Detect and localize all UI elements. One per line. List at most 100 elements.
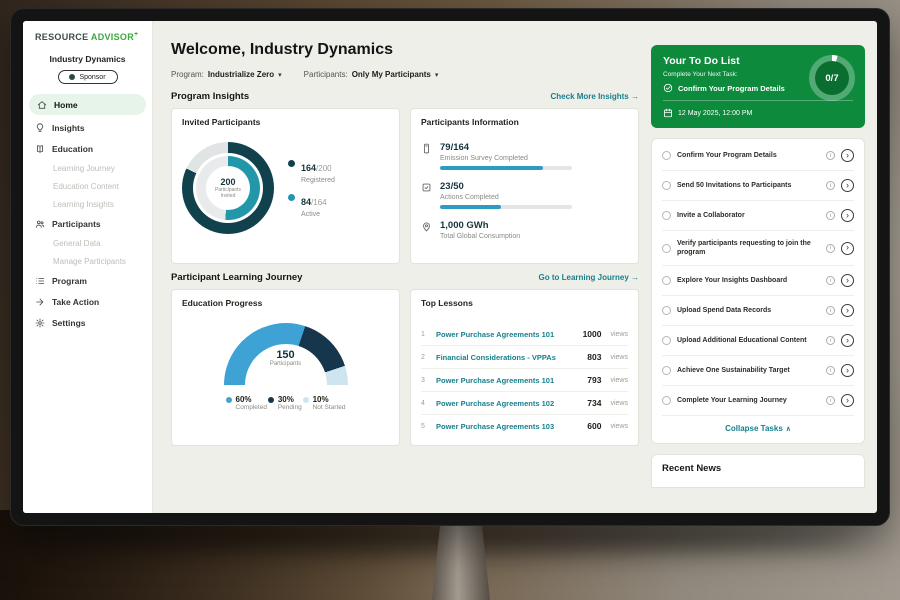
lesson-row[interactable]: 1 Power Purchase Agreements 101 1000 view…	[421, 323, 628, 346]
logo-plus: +	[134, 31, 139, 38]
todo-card: Your To Do List 0/7 Complete Your Next T…	[651, 45, 865, 128]
section-title: Program Insights	[171, 91, 250, 102]
sidebar-item-learning-journey[interactable]: Learning Journey	[53, 163, 115, 173]
todo-task-row[interactable]: Complete Your Learning Journey i ›	[662, 386, 854, 417]
sponsor-badge-icon	[69, 74, 76, 80]
info-icon[interactable]: i	[826, 306, 835, 316]
lesson-row[interactable]: 2 Financial Considerations - VPPAs 803 vi…	[421, 346, 628, 369]
org-name: Industry Dynamics	[49, 54, 126, 64]
top-lessons-card: Top Lessons 1 Power Purchase Agreements …	[410, 289, 639, 446]
checkbox-icon	[421, 182, 432, 193]
sidebar-item-label: Program	[52, 275, 87, 286]
todo-task-row[interactable]: Invite a Collaborator i ›	[662, 201, 854, 231]
check-more-insights-link[interactable]: Check More Insights →	[550, 92, 639, 101]
todo-task-row[interactable]: Send 50 Invitations to Participants i ›	[662, 171, 854, 201]
lesson-link[interactable]: Power Purchase Agreements 102	[436, 398, 555, 408]
program-filter-label: Program:	[171, 70, 204, 79]
chevron-right-icon[interactable]: ›	[841, 209, 854, 222]
home-icon	[37, 100, 47, 110]
sidebar-item-settings[interactable]: Settings	[23, 312, 152, 333]
chevron-right-icon[interactable]: ›	[841, 149, 854, 162]
info-icon[interactable]: i	[826, 151, 835, 160]
chevron-right-icon[interactable]: ›	[841, 364, 854, 378]
chevron-right-icon[interactable]: ›	[841, 394, 854, 408]
info-icon[interactable]: i	[826, 276, 835, 286]
education-progress-card: Education Progress 150 Participants	[171, 289, 400, 446]
task-checkbox[interactable]	[662, 396, 671, 406]
go-to-learning-journey-link[interactable]: Go to Learning Journey →	[538, 273, 639, 282]
card-title: Participants Information	[421, 117, 519, 127]
program-filter[interactable]: Program: Industrialize Zero ▾	[171, 70, 282, 79]
sidebar: RESOURCE ADVISOR+ Industry Dynamics Spon…	[23, 21, 153, 513]
lesson-row[interactable]: 3 Power Purchase Agreements 101 793 views	[421, 369, 628, 392]
chevron-right-icon[interactable]: ›	[841, 334, 854, 348]
chevron-right-icon[interactable]: ›	[841, 274, 854, 288]
sidebar-item-insights[interactable]: Insights	[23, 117, 152, 138]
task-checkbox[interactable]	[662, 181, 671, 190]
chevron-right-icon[interactable]: ›	[841, 179, 854, 192]
sidebar-item-take-action[interactable]: Take Action	[23, 291, 152, 312]
sidebar-item-label: Education	[52, 143, 94, 154]
sidebar-item-education[interactable]: Education	[23, 138, 152, 159]
info-icon[interactable]: i	[826, 211, 835, 220]
lesson-row[interactable]: 4 Power Purchase Agreements 102 734 views	[421, 392, 628, 415]
gear-icon	[35, 318, 45, 328]
info-icon[interactable]: i	[826, 181, 835, 190]
todo-title: Your To Do List	[663, 55, 740, 67]
sponsor-badge-label: Sponsor	[79, 73, 106, 81]
todo-task-row[interactable]: Upload Spend Data Records i ›	[662, 296, 854, 327]
todo-task-row[interactable]: Confirm Your Program Details i ›	[662, 141, 854, 171]
todo-task-row[interactable]: Achieve One Sustainability Target i ›	[662, 356, 854, 387]
info-icon[interactable]: i	[826, 396, 835, 406]
lesson-link[interactable]: Power Purchase Agreements 101	[436, 329, 555, 339]
lesson-row[interactable]: 5 Power Purchase Agreements 103 600 views	[421, 421, 628, 431]
logo-primary: RESOURCE	[35, 32, 89, 42]
lesson-link[interactable]: Power Purchase Agreements 101	[436, 375, 555, 385]
legend-dot	[302, 397, 309, 403]
legend-dot	[267, 397, 274, 403]
donut-center-label: Participants Invited	[214, 187, 242, 199]
info-icon[interactable]: i	[826, 243, 835, 253]
participants-filter[interactable]: Participants: Only My Participants ▾	[304, 70, 439, 79]
survey-icon	[421, 143, 432, 154]
todo-panel: Your To Do List 0/7 Complete Your Next T…	[651, 45, 865, 513]
lesson-link[interactable]: Power Purchase Agreements 103	[436, 421, 555, 431]
sidebar-item-participants[interactable]: Participants	[23, 213, 152, 234]
chevron-right-icon[interactable]: ›	[841, 304, 854, 318]
legend-dot	[288, 160, 295, 167]
task-checkbox[interactable]	[662, 306, 671, 316]
legend-item-pending: 30% Pending	[267, 395, 302, 411]
task-checkbox[interactable]	[662, 366, 671, 376]
sidebar-item-learning-insights[interactable]: Learning Insights	[53, 199, 114, 209]
legend-dot	[288, 194, 295, 201]
stat-actions-completed: 23/50 Actions Completed	[421, 181, 628, 209]
task-checkbox[interactable]	[662, 276, 671, 286]
logo-secondary: ADVISOR	[90, 32, 134, 42]
task-checkbox[interactable]	[662, 211, 671, 220]
info-icon[interactable]: i	[826, 366, 835, 376]
legend-item-registered: 164/200 Registered	[288, 158, 335, 184]
lesson-link[interactable]: Financial Considerations - VPPAs	[436, 352, 556, 362]
task-checkbox[interactable]	[662, 336, 671, 346]
task-checkbox[interactable]	[662, 151, 671, 160]
sidebar-item-label: Participants	[52, 218, 101, 229]
sidebar-item-education-content[interactable]: Education Content	[53, 181, 119, 191]
todo-task-row[interactable]: Upload Additional Educational Content i …	[662, 326, 854, 357]
task-checkbox[interactable]	[662, 243, 671, 253]
sidebar-item-program[interactable]: Program	[23, 270, 152, 291]
sponsor-badge[interactable]: Sponsor	[57, 70, 118, 84]
todo-next-task[interactable]: Confirm Your Program Details	[663, 83, 853, 101]
chevron-right-icon[interactable]: ›	[841, 241, 854, 255]
info-icon[interactable]: i	[826, 336, 835, 346]
participants-information-card: Participants Information 79/164 Emission…	[410, 108, 639, 264]
sidebar-item-general-data[interactable]: General Data	[53, 238, 101, 248]
todo-task-row[interactable]: Explore Your Insights Dashboard i ›	[662, 266, 854, 297]
journey-cards: Education Progress 150 Participants	[171, 289, 639, 446]
sidebar-item-manage-participants[interactable]: Manage Participants	[53, 256, 126, 266]
participants-filter-value: Only My Participants	[351, 70, 431, 79]
legend-item-completed: 60% Completed	[225, 395, 267, 411]
todo-task-row[interactable]: Verify participants requesting to join t…	[662, 231, 854, 267]
collapse-tasks-button[interactable]: Collapse Tasks ∧	[725, 424, 791, 434]
recent-news-title: Recent News	[662, 463, 722, 475]
sidebar-item-home[interactable]: Home	[29, 94, 146, 115]
